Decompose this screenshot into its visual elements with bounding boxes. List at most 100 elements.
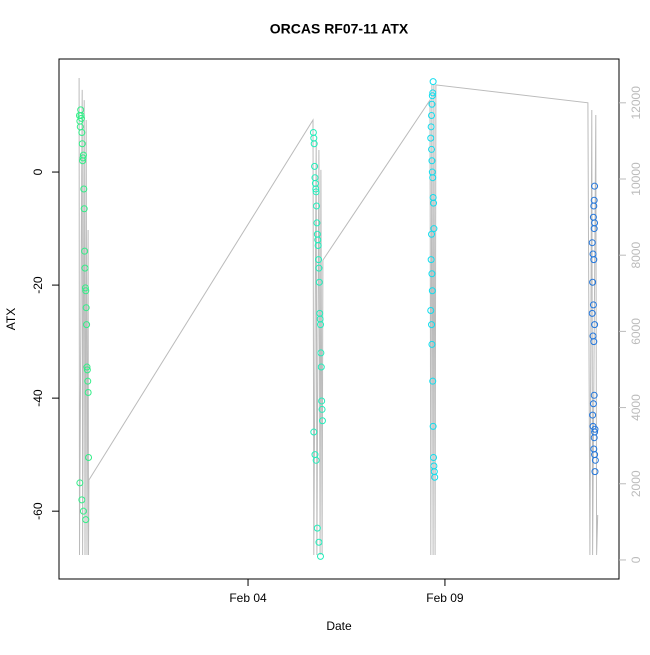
data-point (315, 538, 323, 546)
data-point (428, 340, 436, 348)
data-point (591, 321, 599, 329)
data-point (80, 205, 88, 213)
data-point (318, 417, 326, 425)
data-point (78, 128, 86, 136)
data-point (430, 468, 438, 476)
y-tick-label: -20 (31, 276, 45, 294)
data-point (428, 145, 436, 153)
data-point (83, 321, 91, 329)
data-point (313, 202, 321, 210)
altitude-line (78, 77, 599, 556)
data-point (76, 479, 84, 487)
x-axis-label: Date (326, 619, 352, 633)
data-point (588, 239, 596, 247)
x-tick-label: Feb 04 (229, 591, 267, 605)
data-point (82, 304, 90, 312)
chart-title: ORCAS RF07-11 ATX (270, 21, 409, 37)
data-point (428, 157, 436, 165)
data-point (589, 301, 597, 309)
data-point (427, 307, 435, 315)
data-point (312, 188, 320, 196)
data-point (428, 230, 436, 238)
data-point (429, 174, 437, 182)
y-tick-label: 0 (31, 168, 45, 175)
data-point (429, 89, 437, 97)
data-point (428, 287, 436, 295)
y2-tick-label: 2000 (629, 470, 643, 497)
data-point (79, 507, 87, 515)
data-point (78, 496, 86, 504)
data-point (310, 428, 318, 436)
data-point (430, 225, 438, 233)
data-point (590, 434, 598, 442)
y2-tick-label: 12000 (629, 86, 643, 120)
data-point (311, 162, 319, 170)
data-point (589, 278, 597, 286)
data-point (312, 185, 320, 193)
data-point (314, 242, 322, 250)
y2-tick-label: 0 (629, 556, 643, 563)
y-tick-label: -60 (31, 502, 45, 520)
data-point (430, 199, 438, 207)
data-point (589, 400, 597, 408)
data-point (81, 247, 89, 255)
data-point (83, 363, 91, 371)
data-point (85, 453, 93, 461)
data-point (77, 114, 85, 122)
data-point (590, 338, 598, 346)
data-point (310, 140, 318, 148)
data-point (427, 123, 435, 131)
data-point (315, 264, 323, 272)
y-tick-label: -40 (31, 389, 45, 407)
data-point (590, 225, 598, 233)
y2-tick-label: 4000 (629, 394, 643, 421)
data-point (428, 100, 436, 108)
data-point (430, 462, 438, 470)
data-point (431, 473, 439, 481)
data-point (310, 134, 318, 142)
data-point (82, 287, 90, 295)
data-point (81, 284, 89, 292)
data-point (82, 516, 90, 524)
data-point (318, 405, 326, 413)
data-point (80, 185, 88, 193)
data-point (78, 140, 86, 148)
data-point (316, 552, 324, 560)
data-point (430, 453, 438, 461)
data-point (84, 377, 92, 385)
data-point (315, 278, 323, 286)
data-point (77, 112, 85, 120)
data-point (589, 411, 597, 419)
data-point (588, 309, 596, 317)
data-point (315, 256, 323, 264)
y-axis-label: ATX (4, 308, 18, 330)
y2-tick-label: 8000 (629, 242, 643, 269)
data-point (428, 321, 436, 329)
data-point (591, 468, 599, 476)
data-point (317, 363, 325, 371)
data-point (313, 219, 321, 227)
data-point (429, 377, 437, 385)
data-point (429, 422, 437, 430)
data-point (312, 456, 320, 464)
data-point (591, 182, 599, 190)
data-point (83, 366, 91, 374)
data-point (81, 264, 89, 272)
data-point (591, 425, 599, 433)
data-point (590, 391, 598, 399)
data-point (428, 270, 436, 278)
data-point (428, 92, 436, 100)
x-tick-label: Feb 09 (426, 591, 464, 605)
data-point (429, 78, 437, 86)
data-point (84, 388, 92, 396)
data-point (313, 524, 321, 532)
data-point (79, 154, 87, 162)
data-point (591, 456, 599, 464)
y2-tick-label: 10000 (629, 162, 643, 196)
data-point (427, 256, 435, 264)
data-point (590, 202, 598, 210)
data-point (318, 397, 326, 405)
data-point (317, 349, 325, 357)
data-point (590, 256, 598, 264)
